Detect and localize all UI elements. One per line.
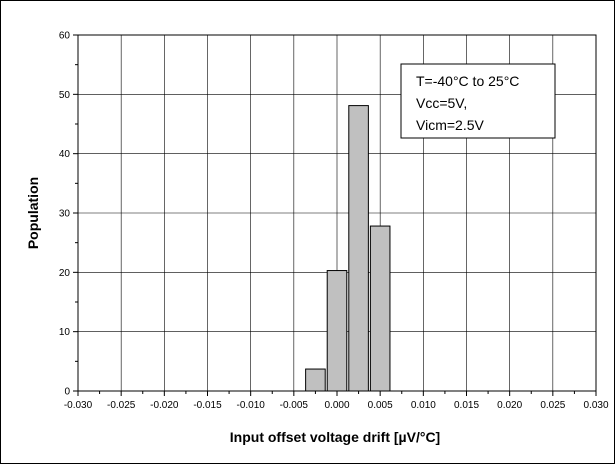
x-tick-label: 0.015 bbox=[454, 400, 479, 411]
x-tick-label: -0.015 bbox=[193, 400, 222, 411]
y-tick-labels: 0 10 20 30 40 50 60 bbox=[59, 31, 71, 398]
x-axis-title: Input offset voltage drift [µV/°C] bbox=[230, 429, 440, 445]
x-tick-label: -0.020 bbox=[150, 400, 179, 411]
annotation-box: T=-40°C to 25°C Vcc=5V, Vicm=2.5V bbox=[400, 63, 556, 139]
x-tick-label: -0.010 bbox=[236, 400, 265, 411]
x-tick-label: 0.020 bbox=[497, 400, 522, 411]
histogram-bar bbox=[326, 270, 348, 392]
x-tick-label: -0.025 bbox=[107, 400, 136, 411]
x-tick-label: 0.005 bbox=[368, 400, 393, 411]
histogram-bar bbox=[348, 105, 369, 392]
histogram-bar bbox=[305, 368, 326, 392]
annotation-line-2: Vcc=5V, bbox=[416, 95, 467, 111]
x-tick-labels: -0.030 -0.025 -0.020 -0.015 -0.010 -0.005 0.00… bbox=[64, 400, 609, 411]
histogram-bar bbox=[369, 225, 391, 392]
annotation-line-3: Vicm=2.5V bbox=[416, 117, 484, 133]
y-tick-label: 20 bbox=[59, 268, 71, 279]
x-tick-label: -0.005 bbox=[280, 400, 309, 411]
y-tick-label: 10 bbox=[59, 327, 71, 338]
x-tick-label: 0.025 bbox=[540, 400, 565, 411]
y-tick-label: 0 bbox=[64, 387, 70, 398]
x-tick-label: 0.030 bbox=[583, 400, 608, 411]
x-tick-label: 0.000 bbox=[324, 400, 349, 411]
y-tick-label: 40 bbox=[59, 149, 71, 160]
y-axis-title: Population bbox=[25, 177, 41, 249]
axis-ticks bbox=[73, 34, 597, 396]
x-tick-label: -0.030 bbox=[64, 400, 93, 411]
y-tick-label: 60 bbox=[59, 31, 71, 42]
y-tick-label: 50 bbox=[59, 90, 71, 101]
bars bbox=[305, 105, 391, 392]
y-tick-label: 30 bbox=[59, 209, 71, 220]
annotation-line-1: T=-40°C to 25°C bbox=[416, 73, 519, 89]
x-tick-label: 0.010 bbox=[411, 400, 436, 411]
